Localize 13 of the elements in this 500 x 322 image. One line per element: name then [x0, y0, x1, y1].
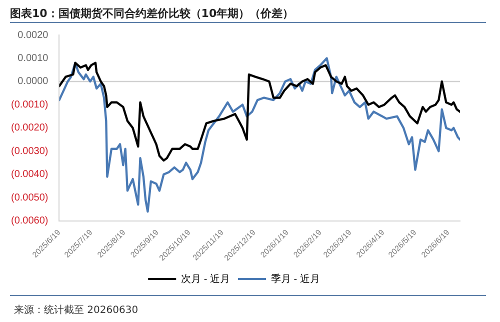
- y-tick-label: (0.0010): [10, 99, 48, 110]
- source-note: 来源：统计截至 20260630: [14, 304, 138, 317]
- y-tick-label: (0.0060): [10, 216, 48, 227]
- legend-label: 季月 - 近月: [271, 272, 320, 285]
- y-tick-label: 0.0010: [18, 52, 49, 64]
- y-tick-label: (0.0020): [10, 122, 48, 134]
- y-tick-label: (0.0050): [10, 192, 48, 204]
- y-tick-label: (0.0040): [10, 169, 48, 180]
- y-tick-label: 0.0020: [18, 30, 49, 41]
- y-tick-label: 0.0000: [18, 76, 49, 88]
- chart-title: 图表10：国债期货不同合约差价比较（10年期）（价差）: [10, 6, 294, 21]
- y-tick-label: (0.0030): [10, 146, 48, 157]
- legend-label: 次月 - 近月: [181, 272, 230, 285]
